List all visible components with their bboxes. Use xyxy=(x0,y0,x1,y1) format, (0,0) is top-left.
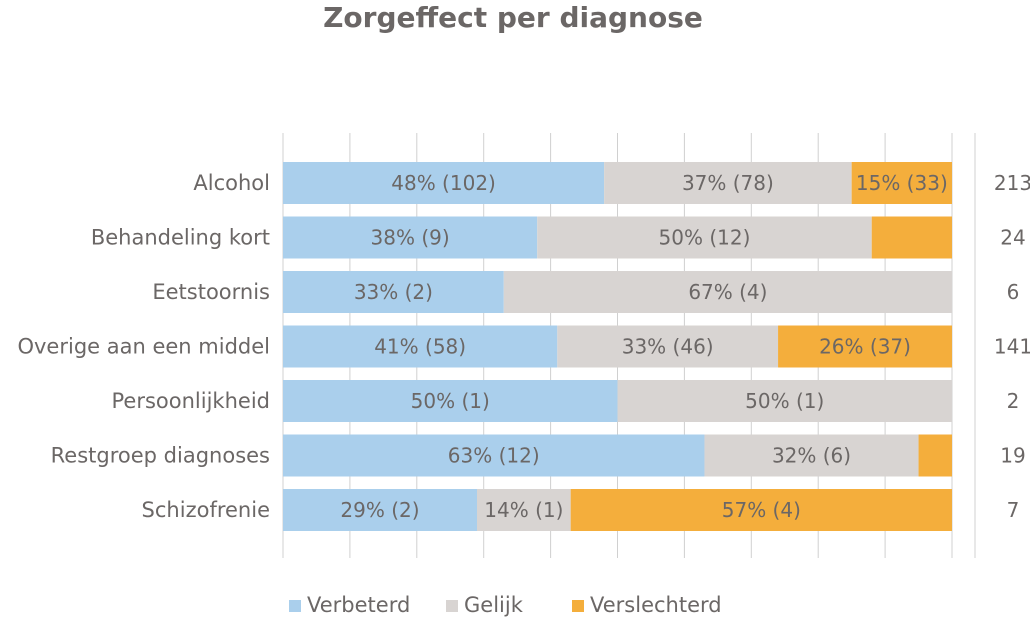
total-label: 7 xyxy=(1007,498,1020,522)
bars: 48% (102) 37% (78) 15% (33) 38% (9) 50% (12)… xyxy=(283,162,952,531)
data-label: 50% (12) xyxy=(659,226,751,250)
category-label: Alcohol xyxy=(193,171,270,195)
data-label: 67% (4) xyxy=(688,280,767,304)
data-label: 50% (1) xyxy=(745,389,824,413)
bar-segment-gelijk xyxy=(704,434,919,477)
category-label: Eetstoornis xyxy=(152,280,270,304)
data-label: 32% (6) xyxy=(772,444,851,468)
data-label: 14% (1) xyxy=(484,498,563,522)
data-label: 48% (102) xyxy=(391,171,496,195)
legend-swatch-verslechterd xyxy=(572,600,584,612)
legend: Verbeterd Gelijk Verslechterd xyxy=(289,593,722,617)
bar-segment-verbeterd xyxy=(283,271,504,313)
bar-segment-verslechterd xyxy=(778,325,952,368)
category-label: Behandeling kort xyxy=(91,226,270,250)
total-label: 2 xyxy=(1007,389,1020,413)
data-label: 41% (58) xyxy=(374,335,466,359)
bar-segment-verbeterd xyxy=(283,380,618,422)
bar-segment-verbeterd xyxy=(283,325,558,368)
category-label: Restgroep diagnoses xyxy=(51,444,270,468)
category-label: Overige aan een middel xyxy=(17,335,270,359)
bar-segment-verslechterd xyxy=(871,216,952,259)
bar-segment-gelijk xyxy=(477,489,571,531)
legend-label: Gelijk xyxy=(464,593,524,617)
legend-swatch-verbeterd xyxy=(289,600,301,612)
data-label: 38% (9) xyxy=(371,226,450,250)
data-label: 33% (2) xyxy=(354,280,433,304)
bar-segment-verslechterd xyxy=(851,162,952,204)
total-label: 141 xyxy=(994,335,1030,359)
total-label: 6 xyxy=(1007,280,1020,304)
bar-segment-gelijk xyxy=(503,271,952,313)
bar-segment-verbeterd xyxy=(283,162,605,204)
data-label: 26% (37) xyxy=(819,335,911,359)
legend-label: Verslechterd xyxy=(590,593,722,617)
bar-segment-verbeterd xyxy=(283,434,705,477)
bar-segment-gelijk xyxy=(537,216,872,259)
total-label: 19 xyxy=(1000,444,1025,468)
bar-segment-verbeterd xyxy=(283,489,478,531)
category-labels: Alcohol Behandeling kort Eetstoornis Overig… xyxy=(17,171,270,522)
data-label: 57% (4) xyxy=(722,498,801,522)
data-label: 63% (12) xyxy=(448,444,540,468)
bar-segment-gelijk xyxy=(604,162,852,204)
bar-segment-verbeterd xyxy=(283,216,538,259)
legend-label: Verbeterd xyxy=(307,593,410,617)
data-label: 29% (2) xyxy=(340,498,419,522)
total-labels: 213 24 6 141 2 19 7 xyxy=(994,171,1030,522)
data-label: 15% (33) xyxy=(856,171,948,195)
bar-segment-gelijk xyxy=(557,325,779,368)
data-label: 50% (1) xyxy=(411,389,490,413)
bar-segment-gelijk xyxy=(617,380,952,422)
category-label: Schizofrenie xyxy=(142,498,270,522)
total-label: 24 xyxy=(1000,226,1025,250)
bar-segment-verslechterd xyxy=(570,489,952,531)
chart-title: Zorgeffect per diagnose xyxy=(323,1,703,34)
total-label: 213 xyxy=(994,171,1030,195)
legend-swatch-gelijk xyxy=(446,600,458,612)
category-label: Persoonlijkheid xyxy=(112,389,270,413)
data-label: 33% (46) xyxy=(622,335,714,359)
bar-segment-verslechterd xyxy=(918,434,952,477)
data-label: 37% (78) xyxy=(682,171,774,195)
